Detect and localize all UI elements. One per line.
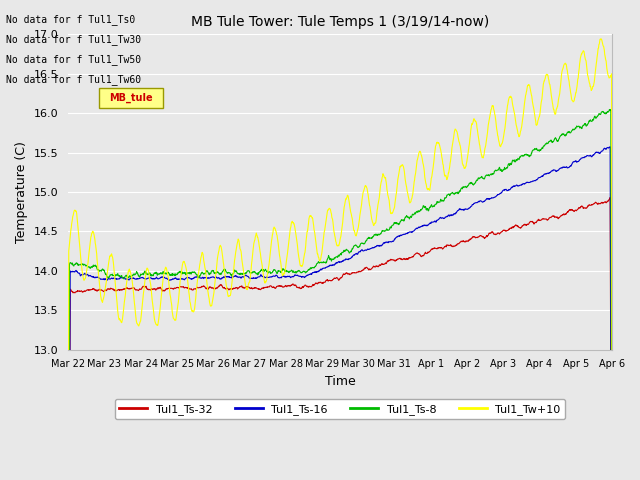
Title: MB Tule Tower: Tule Temps 1 (3/19/14-now): MB Tule Tower: Tule Temps 1 (3/19/14-now… bbox=[191, 15, 489, 29]
Text: MB_tule: MB_tule bbox=[109, 93, 153, 103]
Legend: Tul1_Ts-32, Tul1_Ts-16, Tul1_Ts-8, Tul1_Tw+10: Tul1_Ts-32, Tul1_Ts-16, Tul1_Ts-8, Tul1_… bbox=[115, 399, 565, 419]
X-axis label: Time: Time bbox=[324, 375, 355, 388]
Text: No data for f Tul1_Tw50: No data for f Tul1_Tw50 bbox=[6, 54, 141, 65]
Text: No data for f Tul1_Tw60: No data for f Tul1_Tw60 bbox=[6, 74, 141, 85]
Text: No data for f Tul1_Tw30: No data for f Tul1_Tw30 bbox=[6, 34, 141, 45]
Y-axis label: Temperature (C): Temperature (C) bbox=[15, 141, 28, 243]
Text: No data for f Tul1_Ts0: No data for f Tul1_Ts0 bbox=[6, 13, 136, 24]
